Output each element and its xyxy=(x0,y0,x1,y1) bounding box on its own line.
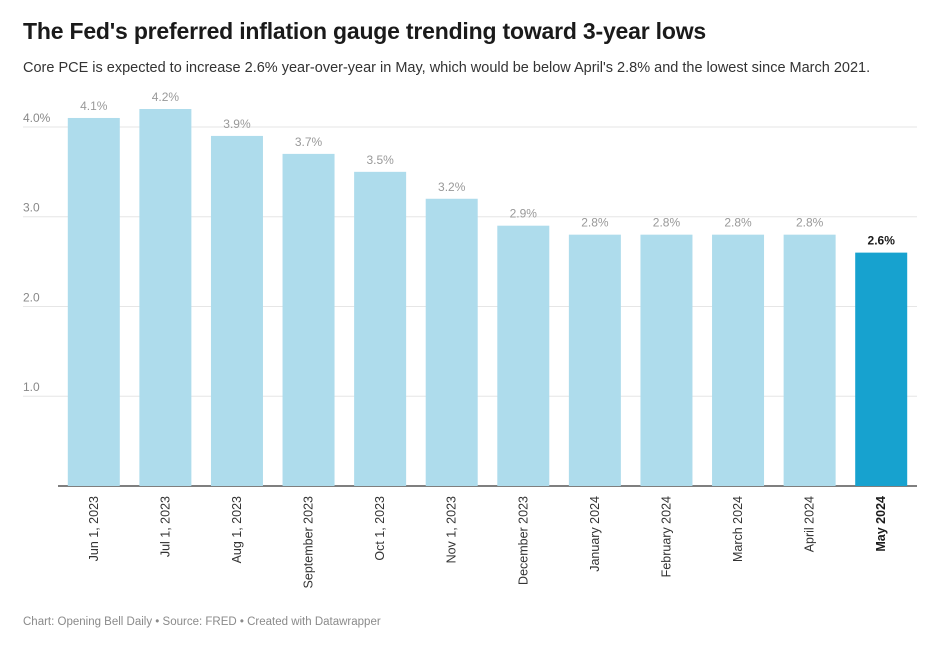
value-labels: 4.1% 4.2% 3.9% 3.7% 3.5% 3.2% 2.9% 2.8% 2.8% 2.8%… xyxy=(80,90,895,248)
x-tick-label: September 2023 xyxy=(302,496,316,588)
bar xyxy=(568,234,621,486)
x-tick-label: March 2024 xyxy=(731,496,745,562)
bar xyxy=(282,153,335,486)
bar xyxy=(712,234,765,486)
value-label: 3.7% xyxy=(295,135,323,149)
value-label: 3.5% xyxy=(366,153,394,167)
value-label: 2.8% xyxy=(796,216,824,230)
x-tick-label: Jul 1, 2023 xyxy=(158,496,172,557)
x-tick-label: Jun 1, 2023 xyxy=(87,496,101,561)
chart-footer: Chart: Opening Bell Daily • Source: FRED… xyxy=(23,616,381,628)
value-label: 2.9% xyxy=(510,207,538,221)
x-tick-label: Oct 1, 2023 xyxy=(373,496,387,561)
y-axis-ticks: 1.0 2.0 3.0 4.0% xyxy=(23,111,51,394)
y-tick-label: 3.0 xyxy=(23,201,40,215)
value-label: 4.2% xyxy=(152,90,180,104)
bar xyxy=(67,117,120,486)
x-tick-label: Nov 1, 2023 xyxy=(445,496,459,563)
x-axis-ticks: Jun 1, 2023 Jul 1, 2023 Aug 1, 2023 Septemb… xyxy=(87,496,888,588)
value-label: 3.2% xyxy=(438,180,466,194)
chart-subtitle: Core PCE is expected to increase 2.6% ye… xyxy=(23,60,871,76)
x-tick-label: April 2024 xyxy=(803,496,817,552)
y-tick-label: 4.0% xyxy=(23,111,51,125)
x-tick-label: December 2023 xyxy=(516,496,530,585)
value-label: 4.1% xyxy=(80,99,108,113)
chart-title: The Fed's preferred inflation gauge tren… xyxy=(23,18,706,44)
value-label: 2.8% xyxy=(653,216,681,230)
bar xyxy=(497,225,550,486)
value-label: 2.8% xyxy=(724,216,752,230)
bars xyxy=(67,109,908,487)
bar xyxy=(354,171,407,487)
x-tick-label: February 2024 xyxy=(659,496,673,577)
bar xyxy=(855,252,908,486)
x-tick-label: May 2024 xyxy=(874,496,888,552)
y-tick-label: 2.0 xyxy=(23,290,40,304)
bar xyxy=(425,198,478,486)
value-label: 2.8% xyxy=(581,216,609,230)
value-label: 2.6% xyxy=(868,234,896,248)
x-tick-label: January 2024 xyxy=(588,496,602,572)
bar xyxy=(783,234,836,486)
bar xyxy=(139,109,192,486)
value-label: 3.9% xyxy=(223,117,251,131)
y-tick-label: 1.0 xyxy=(23,380,40,394)
x-tick-label: Aug 1, 2023 xyxy=(230,496,244,563)
bar xyxy=(210,135,263,486)
bar xyxy=(640,234,693,486)
